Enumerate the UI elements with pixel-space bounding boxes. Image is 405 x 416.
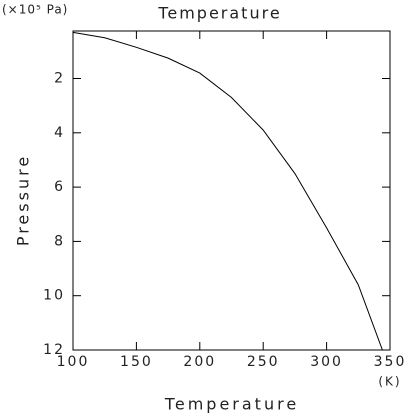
y-axis-label: Pressure: [14, 154, 33, 246]
x-tick-label: 100: [57, 354, 90, 370]
y-tick-label: 6: [54, 179, 65, 195]
x-tick-label: 150: [120, 354, 153, 370]
data-line: [72, 31, 383, 351]
x-unit: (K): [378, 375, 401, 389]
y-tick-label: 10: [43, 288, 65, 304]
x-axis-label: Temperature: [164, 395, 299, 414]
x-tick-label: 350: [374, 354, 405, 370]
y-tick-label: 8: [54, 233, 65, 249]
y-tick-label: 2: [54, 71, 65, 87]
plot-frame: [72, 30, 391, 351]
x-tick-label: 250: [247, 354, 280, 370]
y-tick-label: 4: [54, 125, 65, 141]
y-tick-label: 12: [43, 342, 65, 358]
x-tick-label: 200: [183, 354, 216, 370]
y-unit: (×10⁵ Pa): [2, 3, 68, 17]
x-tick-label: 300: [310, 354, 343, 370]
chart-title: Temperature: [157, 4, 281, 23]
